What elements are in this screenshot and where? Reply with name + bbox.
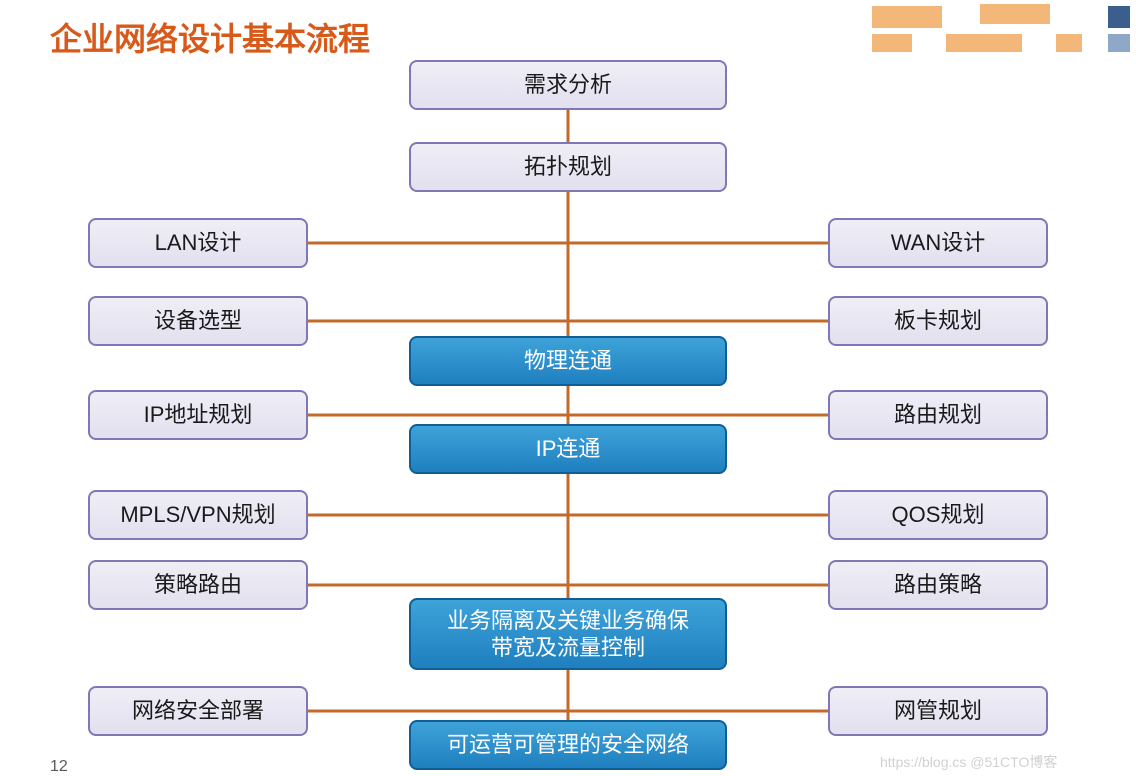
flow-node-label: QOS规划 (884, 501, 993, 529)
flow-node-c1: 需求分析 (409, 60, 727, 110)
flow-node-r1: WAN设计 (828, 218, 1048, 268)
decor-block-5 (1108, 6, 1130, 28)
flow-node-r5: 路由策略 (828, 560, 1048, 610)
flow-node-label: 设备选型 (146, 307, 250, 335)
flow-node-l3: IP地址规划 (88, 390, 308, 440)
flow-node-r4: QOS规划 (828, 490, 1048, 540)
slide-title: 企业网络设计基本流程 (50, 14, 370, 60)
flow-node-label: IP地址规划 (136, 401, 261, 429)
flow-node-l1: LAN设计 (88, 218, 308, 268)
flow-node-l2: 设备选型 (88, 296, 308, 346)
flow-node-label: 策略路由 (146, 571, 250, 599)
flow-node-label: 拓扑规划 (516, 153, 620, 181)
flow-node-l6: 网络安全部署 (88, 686, 308, 736)
watermark-text: https://blog.cs @51CTO博客 (880, 752, 1057, 772)
flow-node-l5: 策略路由 (88, 560, 308, 610)
flow-node-label: IP连通 (528, 435, 609, 463)
flow-node-label: 路由规划 (886, 401, 990, 429)
flow-node-r6: 网管规划 (828, 686, 1048, 736)
flow-node-label: 物理连通 (516, 347, 620, 375)
flow-node-label: 网络安全部署 (124, 697, 272, 725)
flow-node-label: 可运营可管理的安全网络 (439, 731, 697, 759)
flow-node-label: 网管规划 (886, 697, 990, 725)
decor-block-6 (1108, 34, 1130, 52)
flow-node-c3: 物理连通 (409, 336, 727, 386)
flow-node-c5: 业务隔离及关键业务确保 带宽及流量控制 (409, 598, 727, 670)
flow-node-label: 板卡规划 (886, 307, 990, 335)
flow-node-label: WAN设计 (883, 229, 994, 257)
flow-node-c4: IP连通 (409, 424, 727, 474)
decor-block-4 (1056, 34, 1082, 52)
flow-node-label: 需求分析 (516, 71, 620, 99)
flow-node-label: 路由策略 (886, 571, 990, 599)
decor-block-0 (872, 6, 942, 28)
flow-node-r2: 板卡规划 (828, 296, 1048, 346)
flow-node-c6: 可运营可管理的安全网络 (409, 720, 727, 770)
flow-node-r3: 路由规划 (828, 390, 1048, 440)
flow-node-label: 业务隔离及关键业务确保 带宽及流量控制 (439, 607, 697, 662)
decor-block-3 (946, 34, 1022, 52)
flow-node-label: MPLS/VPN规划 (112, 501, 283, 529)
flow-node-label: LAN设计 (147, 229, 250, 257)
decor-block-1 (980, 4, 1050, 24)
decor-block-2 (872, 34, 912, 52)
flow-node-l4: MPLS/VPN规划 (88, 490, 308, 540)
flow-node-c2: 拓扑规划 (409, 142, 727, 192)
page-number: 12 (50, 758, 68, 776)
